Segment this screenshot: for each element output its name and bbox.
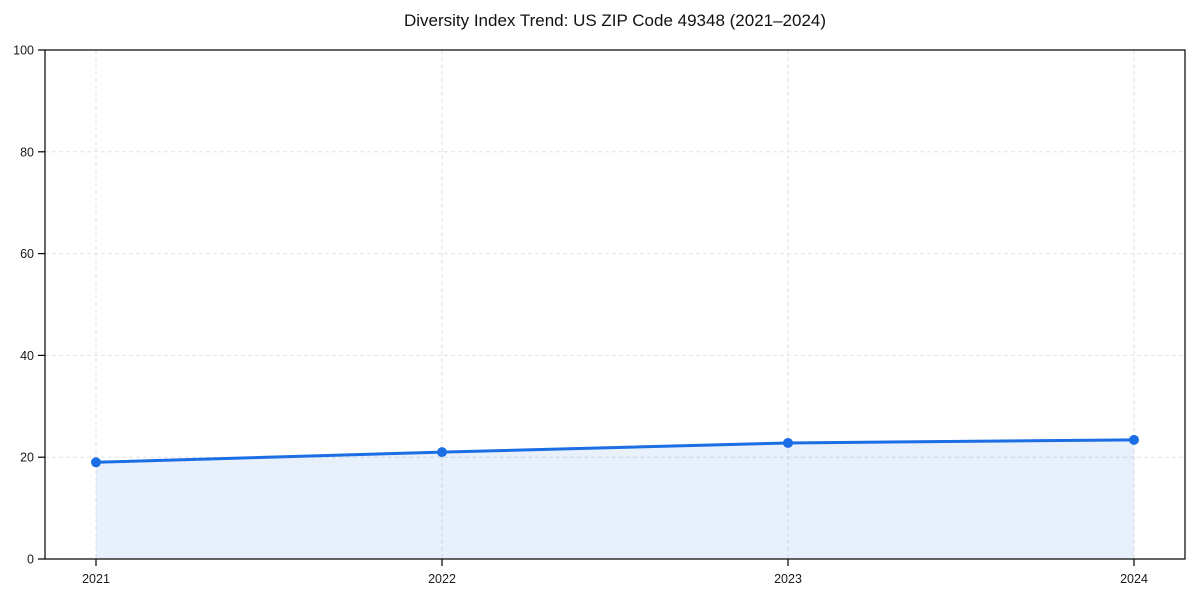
y-axis-tick-label: 40 [20, 349, 34, 363]
trend-line [94, 438, 1136, 464]
x-axis-tick-label: 2024 [1120, 572, 1148, 586]
data-point [437, 447, 447, 458]
y-axis-tick-label: 0 [27, 553, 34, 567]
chart-title: Diversity Index Trend: US ZIP Code 49348… [403, 11, 827, 30]
y-axis-tick-label: 100 [13, 44, 34, 58]
x-axis-tick-label: 2022 [428, 572, 456, 586]
data-point [91, 457, 101, 468]
y-axis-tick-label: 20 [20, 451, 34, 465]
data-point [1129, 434, 1139, 445]
plot-border [44, 49, 1186, 560]
data-point [783, 437, 793, 448]
area-fill [96, 439, 1134, 559]
x-axis-tick-label: 2021 [82, 572, 110, 586]
y-axis-tick-label: 60 [20, 247, 34, 261]
y-axis-tick-label: 80 [20, 145, 34, 159]
x-axis-tick-label: 2023 [774, 572, 802, 586]
